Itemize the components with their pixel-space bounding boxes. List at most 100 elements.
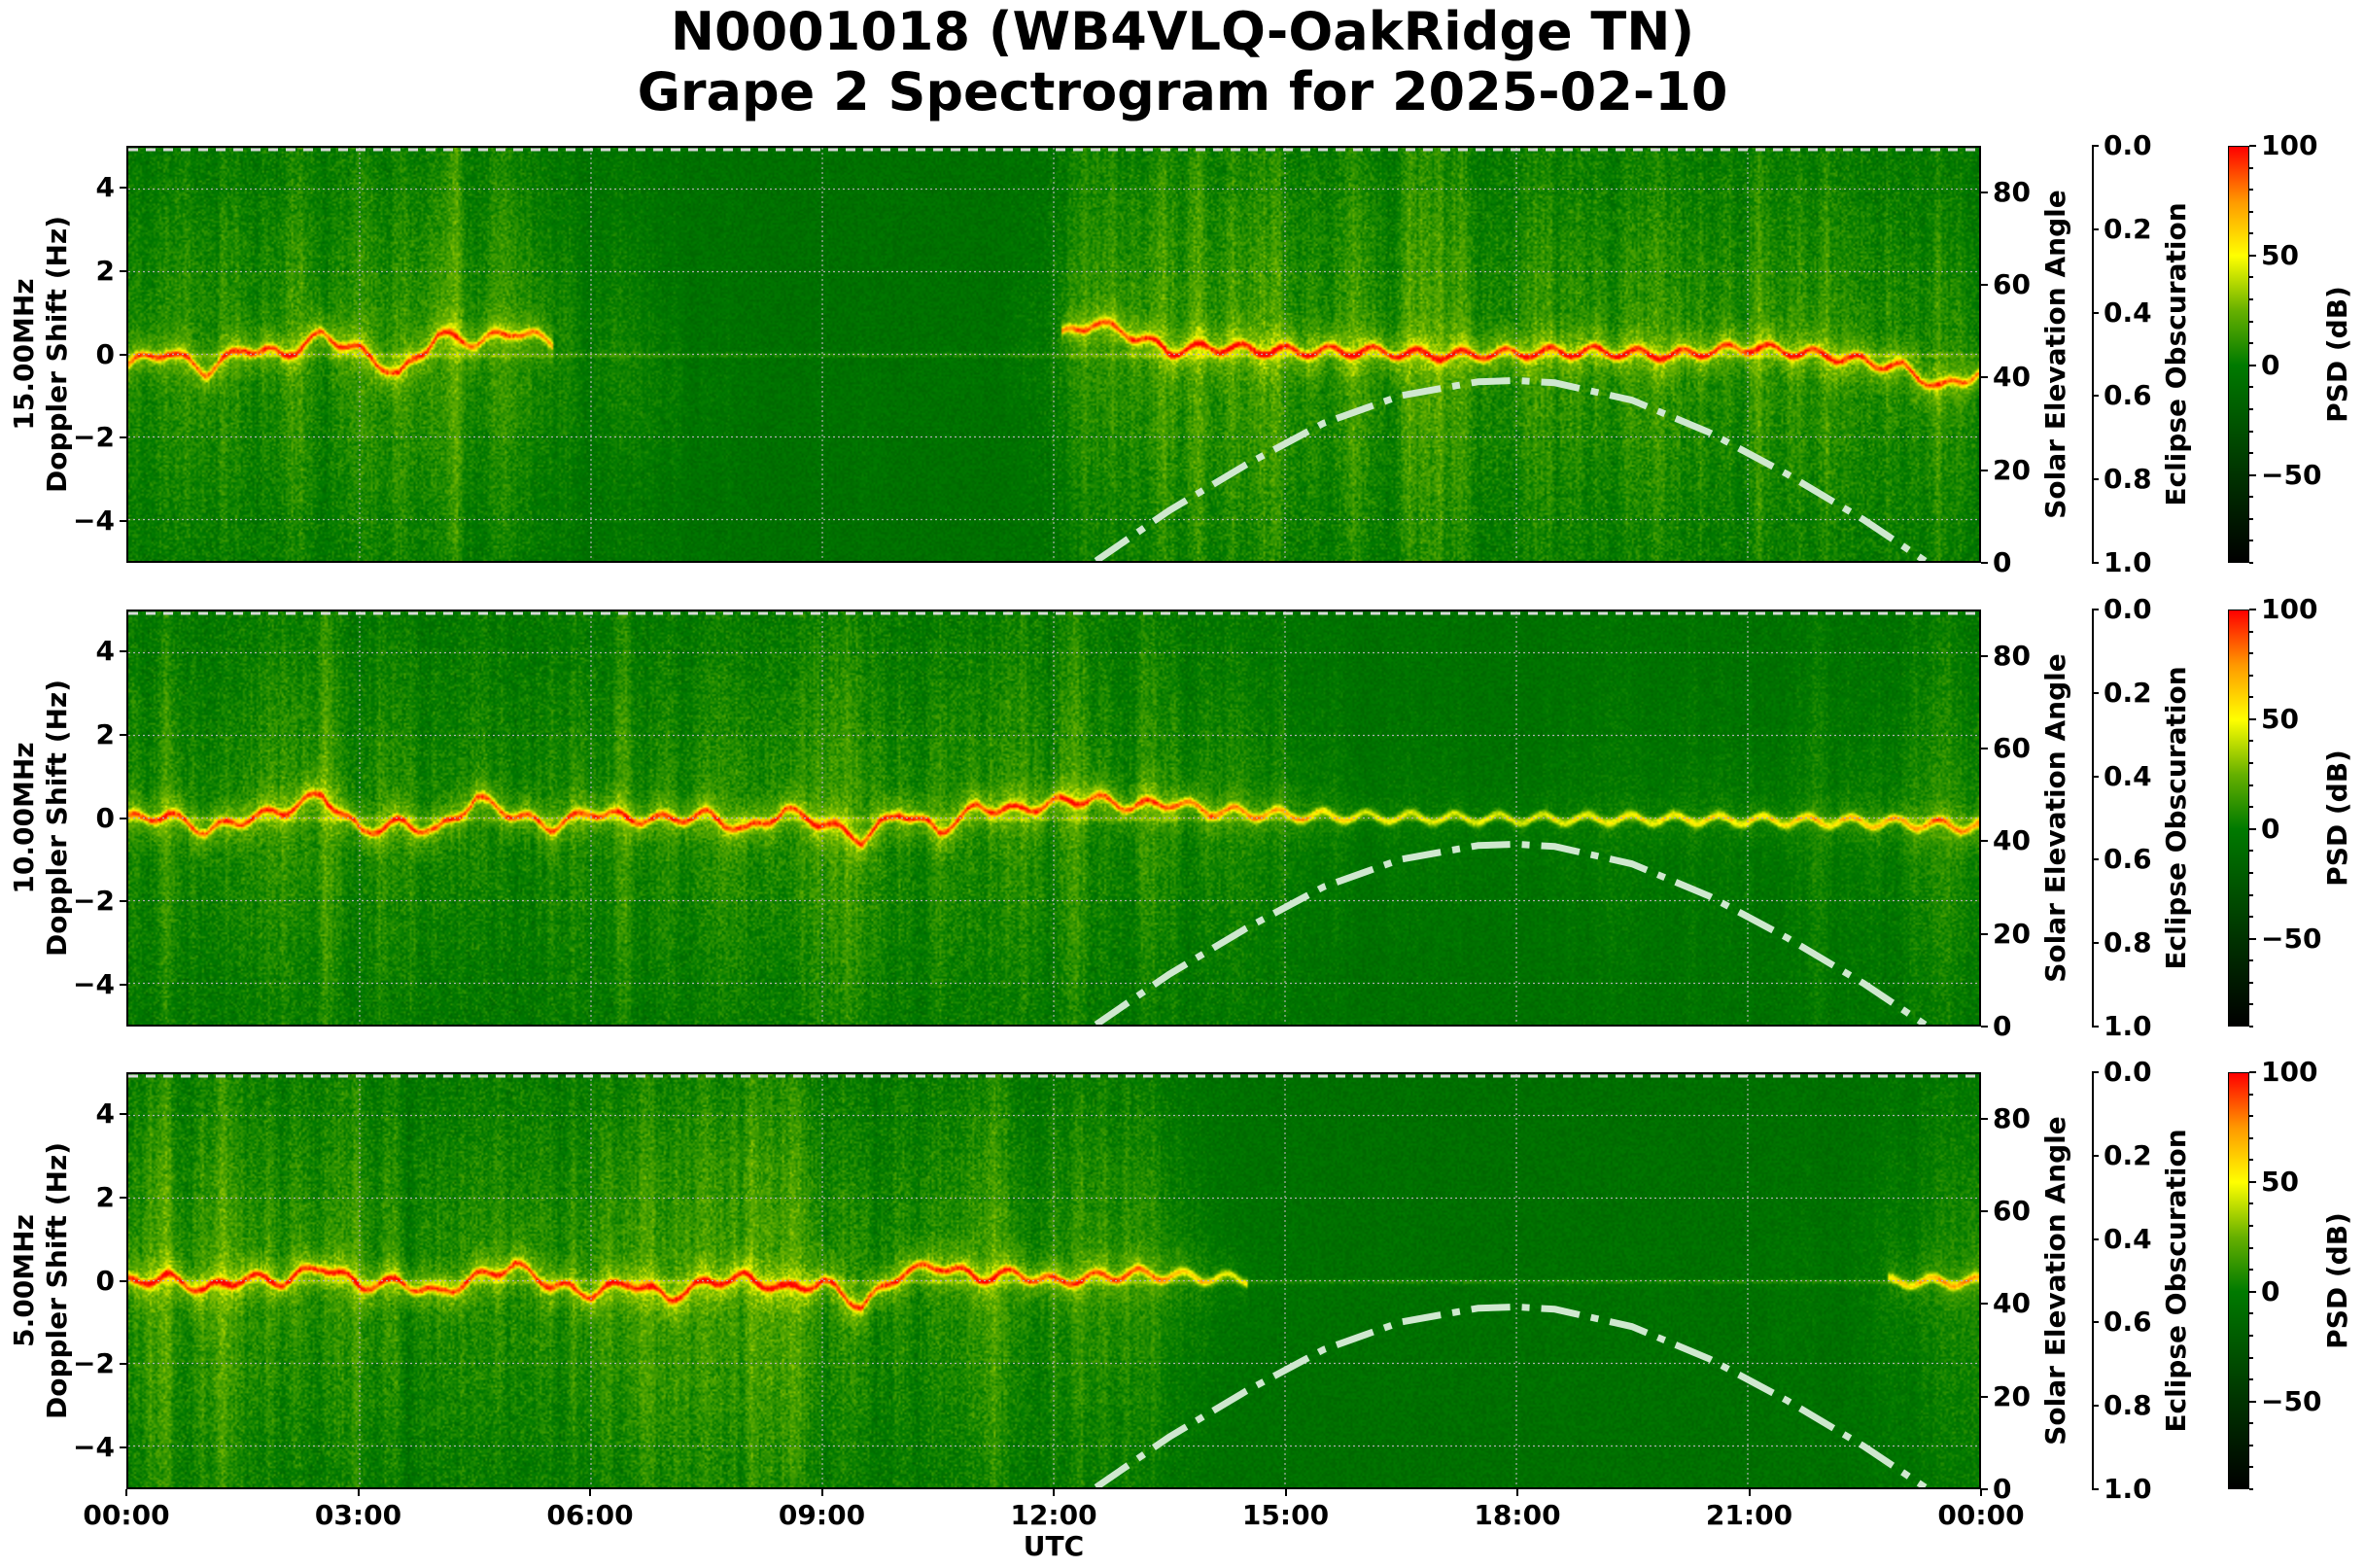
eclipse-obscuration-axis-line: [2092, 1072, 2094, 1489]
solar-tick-mark: [1981, 840, 1988, 843]
colorbar-tick-label: 100: [2261, 129, 2318, 161]
eclipse-tick-mark: [2092, 775, 2099, 778]
eclipse-tick-mark: [2092, 478, 2099, 481]
colorbar-minor-tick: [2249, 1290, 2256, 1293]
colorbar-minor-tick: [2249, 517, 2253, 520]
colorbar-minor-tick: [2249, 496, 2253, 499]
grid-and-solar-overlay: [128, 611, 1979, 1025]
colorbar-tick-label: 50: [2261, 702, 2299, 735]
solar-tick-mark: [1981, 469, 1988, 471]
frequency-label: 5.00MHz: [8, 1214, 40, 1347]
colorbar-tick-label: 50: [2261, 238, 2299, 271]
spectrogram-plot-area: [126, 610, 1981, 1027]
eclipse-tick-mark: [2092, 311, 2099, 314]
x-tick-label: 12:00: [1010, 1499, 1097, 1531]
colorbar-minor-tick: [2249, 298, 2253, 301]
x-axis-label: UTC: [1023, 1530, 1085, 1562]
solar-elevation-curve: [1094, 1303, 1928, 1487]
colorbar-minor-tick: [2249, 452, 2253, 455]
x-tick-mark: [1284, 1489, 1287, 1496]
solar-elevation-tick-label: 20: [1993, 453, 2031, 486]
eclipse-tick-label: 0.0: [2104, 1056, 2152, 1088]
colorbar-minor-tick: [2249, 1444, 2253, 1446]
colorbar-minor-tick: [2249, 1488, 2253, 1490]
colorbar-tick-label: 100: [2261, 1056, 2318, 1088]
colorbar-minor-tick: [2249, 806, 2253, 809]
eclipse-tick-label: 0.6: [2104, 843, 2152, 876]
eclipse-obscuration-axis-line: [2092, 146, 2094, 563]
x-tick-mark: [125, 1489, 127, 1496]
colorbar-minor-tick: [2249, 674, 2253, 677]
y-tick-mark: [120, 1112, 126, 1115]
eclipse-tick-mark: [2092, 1026, 2099, 1028]
x-tick-mark: [1053, 1489, 1055, 1496]
colorbar-tick-label: 50: [2261, 1165, 2299, 1198]
solar-tick-mark: [1981, 654, 1988, 657]
colorbar-minor-tick: [2249, 189, 2253, 192]
colorbar-tick-label: −50: [2261, 1384, 2322, 1417]
x-tick-mark: [357, 1489, 360, 1496]
y-tick-mark: [120, 984, 126, 987]
doppler-shift-label: Doppler Shift (Hz): [41, 1141, 73, 1420]
x-tick-mark: [820, 1489, 823, 1496]
eclipse-tick-label: 0.2: [2104, 212, 2152, 245]
colorbar-tick-label: 0: [2261, 812, 2280, 845]
solar-elevation-tick-label: 40: [1993, 824, 2031, 857]
x-tick-label: 15:00: [1241, 1499, 1330, 1531]
solar-tick-mark: [1981, 1117, 1988, 1120]
eclipse-tick-mark: [2092, 1154, 2099, 1157]
y-tick-mark: [120, 353, 126, 356]
eclipse-tick-label: 1.0: [2104, 1473, 2152, 1505]
y-tick-label: 4: [95, 170, 115, 203]
colorbar-minor-tick: [2249, 1180, 2256, 1183]
colorbar-minor-tick: [2249, 1136, 2253, 1139]
y-tick-mark: [120, 1196, 126, 1199]
colorbar-minor-tick: [2249, 959, 2253, 962]
colorbar-minor-tick: [2249, 430, 2253, 433]
colorbar-minor-tick: [2249, 784, 2253, 786]
colorbar-tick-label: −50: [2261, 458, 2322, 491]
solar-tick-mark: [1981, 562, 1988, 564]
colorbar-minor-tick: [2249, 473, 2256, 476]
x-tick-mark: [1516, 1489, 1518, 1496]
solar-elevation-tick-label: 60: [1993, 1195, 2031, 1227]
solar-elevation-tick-label: 0: [1993, 1010, 2012, 1042]
solar-tick-mark: [1981, 1210, 1988, 1212]
eclipse-tick-mark: [2092, 1071, 2099, 1073]
y-tick-label: −2: [73, 885, 115, 918]
eclipse-obscuration-axis-line: [2092, 610, 2094, 1027]
x-tick-label: 09:00: [778, 1499, 866, 1531]
eclipse-tick-mark: [2092, 1405, 2099, 1408]
colorbar-minor-tick: [2249, 1312, 2253, 1315]
colorbar-minor-tick: [2249, 981, 2253, 984]
colorbar-minor-tick: [2249, 210, 2253, 213]
colorbar-minor-tick: [2249, 1003, 2253, 1006]
colorbar-minor-tick: [2249, 871, 2253, 874]
solar-tick-mark: [1981, 1303, 1988, 1306]
eclipse-tick-label: 0.0: [2104, 593, 2152, 625]
eclipse-tick-mark: [2092, 858, 2099, 861]
colorbar-minor-tick: [2249, 696, 2253, 699]
spectrogram-plot-area: [126, 146, 1981, 563]
colorbar-minor-tick: [2249, 562, 2253, 564]
x-tick-label: 03:00: [314, 1499, 402, 1531]
eclipse-tick-mark: [2092, 1237, 2099, 1240]
y-tick-label: 2: [95, 1180, 115, 1213]
solar-elevation-tick-label: 20: [1993, 917, 2031, 950]
colorbar-minor-tick: [2249, 740, 2253, 743]
y-tick-label: 0: [95, 337, 115, 370]
colorbar-tick-label: 0: [2261, 348, 2280, 381]
y-tick-label: −4: [73, 505, 115, 538]
colorbar-minor-tick: [2249, 1115, 2253, 1118]
solar-tick-mark: [1981, 1488, 1988, 1490]
colorbar-minor-tick: [2249, 1093, 2253, 1096]
x-tick-label: 18:00: [1474, 1499, 1561, 1531]
frequency-label: 10.00MHz: [8, 742, 40, 894]
colorbar-tick-label: 0: [2261, 1274, 2280, 1307]
colorbar-minor-tick: [2249, 717, 2256, 720]
eclipse-tick-label: 0.8: [2104, 463, 2152, 496]
solar-elevation-curve: [1094, 376, 1928, 561]
spectrogram-plot-area: [126, 1072, 1981, 1489]
colorbar-label: PSD (dB): [2321, 1212, 2353, 1349]
solar-elevation-tick-label: 0: [1993, 546, 2012, 578]
